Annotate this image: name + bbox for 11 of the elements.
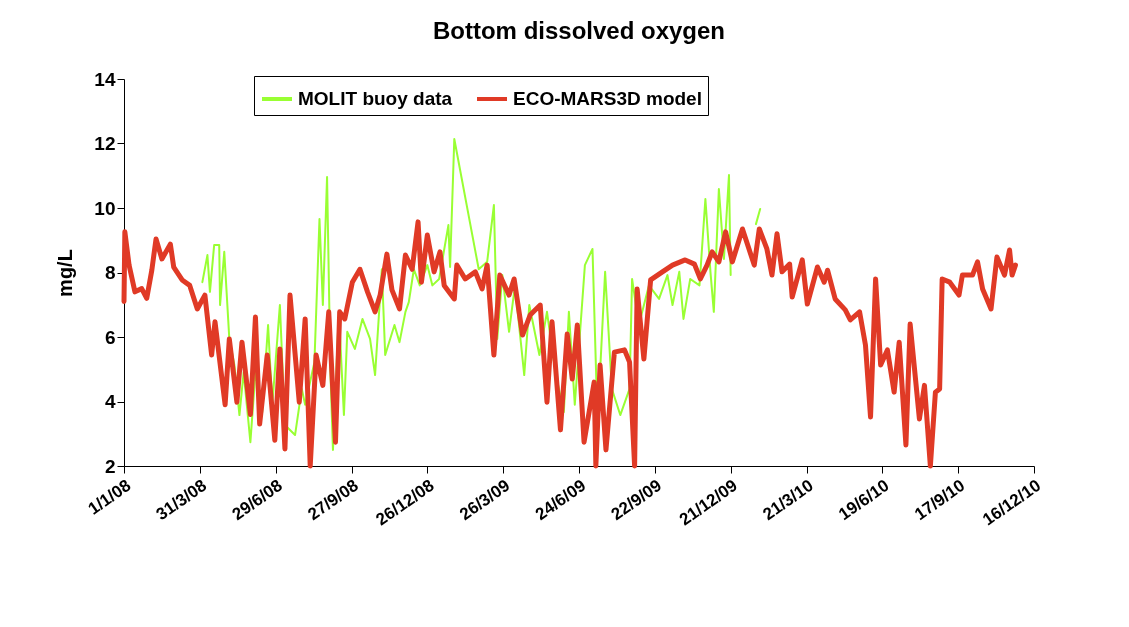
y-tick-label: 2 xyxy=(104,455,116,477)
y-tick-label: 8 xyxy=(104,262,116,283)
y-tick-label: 12 xyxy=(94,133,116,154)
y-tick-label: 4 xyxy=(104,391,116,412)
y-axis-title: mg/L xyxy=(54,249,77,297)
y-tick-label: 6 xyxy=(104,326,116,348)
legend-label: ECO-MARS3D model xyxy=(513,88,702,109)
chart-title: Bottom dissolved oxygen xyxy=(432,17,726,44)
y-tick-label: 10 xyxy=(94,197,116,219)
y-tick-label: 14 xyxy=(94,68,116,90)
legend-label: MOLIT buoy data xyxy=(298,88,453,109)
